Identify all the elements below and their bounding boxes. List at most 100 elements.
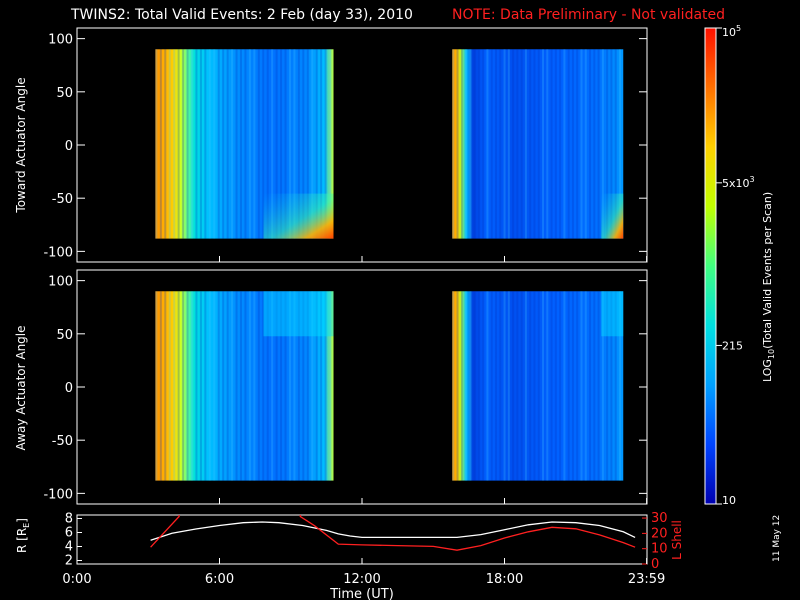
heatmap-streak [329,291,332,481]
heatmap-streak [164,291,167,481]
heatmap-streak [324,291,327,481]
heatmap-streak [320,291,323,481]
heatmap-streak [503,291,506,481]
heatmap-streak [584,291,587,481]
colorbar-ticks: 10 215 5x103 105 [716,24,755,507]
heatmap-streak [239,49,242,239]
heatmap-streak [469,291,472,481]
heatmap-streak [168,49,171,239]
colorbar-gradient [704,27,717,505]
x-tick-label: 0:00 [62,572,91,587]
heatmap-streak [589,49,592,239]
heatmap-streak [271,49,274,239]
lshell-series-line [150,515,636,551]
heatmap-streak [266,49,269,239]
heatmap-streak [280,291,283,481]
heatmap-streak [614,49,617,239]
heatmap-streak [195,291,198,481]
colorbar-tick-label: 105 [722,24,741,39]
heatmap-streak [311,291,314,481]
heatmap-streak [580,49,583,239]
heatmap-streak [191,291,193,481]
heatmap-streak [460,291,463,481]
heatmap-streak [315,291,318,481]
heatmap-streak [222,291,225,481]
heatmap-streak [452,291,455,481]
heatmap-streak [469,49,472,239]
heatmap-streak [512,291,515,481]
heatmap-streak [524,49,527,239]
heatmap-streak [495,291,497,481]
y-tick-label: 50 [56,328,73,343]
heatmap-streak [529,49,532,239]
heatmap-streak [208,291,211,481]
heatmap-streak [155,291,158,481]
heatmap-streak [456,49,459,239]
y-tick-label: 0 [65,139,73,154]
heatmap-streak [550,49,553,239]
heatmap-streak [297,291,300,481]
heatmap-streak [512,49,515,239]
heatmap-streak [584,49,587,239]
heatmap-streak [306,49,309,239]
heatmap-streak [173,49,176,239]
heatmap-streak [213,291,216,481]
orbit-x-ticks: 0:00 6:00 12:00 18:00 23:59 [62,256,665,587]
heatmap-streak [606,291,609,481]
heatmap-streak [248,49,251,239]
heatmap-streak [293,291,296,481]
heatmap-streak [465,49,468,239]
heatmap-streak [533,49,536,239]
title-main: TWINS2: Total Valid Events: 2 Feb (day 3… [71,7,413,23]
heatmap-streak [155,49,158,239]
x-tick-label: 6:00 [205,572,234,587]
heatmap-streak [524,291,527,481]
heatmap-streak [315,49,318,239]
colorbar-tick-label: 5x103 [722,175,755,190]
heatmap-streak [235,291,238,481]
heatmap-streak [177,291,180,481]
heatmap-streak [486,291,489,481]
heatmap-streak [550,291,553,481]
y-tick-label: -100 [43,487,73,502]
heatmap-streak [231,49,234,239]
heatmap-streak [297,49,300,239]
toward-y-axis-label: Toward Actuator Angle [14,77,28,213]
colorbar-tick-label: 215 [722,339,743,352]
heatmap-streak [226,291,229,481]
heatmap-streak [601,49,604,239]
title-note: NOTE: Data Preliminary - Not validated [452,7,726,23]
left-tick-label: 6 [65,526,73,541]
away-y-ticks: -100 -50 0 50 100 [43,275,647,502]
heatmap-streak [195,49,198,239]
heatmap-streak [537,291,540,481]
heatmap-streak [159,291,162,481]
heatmap-streak [567,49,570,239]
heatmap-streak [571,49,574,239]
orbit-right-label: L Shell [670,520,684,560]
heatmap-streak [580,291,583,481]
heatmap-streak [186,291,189,481]
heatmap-streak [482,291,485,481]
heatmap-streak [208,49,211,239]
heatmap-streak [226,49,229,239]
heatmap-streak [182,49,185,239]
heatmap-streak [186,49,189,239]
heatmap-streak [559,291,562,481]
heatmap-streak [571,291,574,481]
heatmap-streak [559,49,562,239]
heatmap-streak [288,291,291,481]
heatmap-streak [280,49,283,239]
heatmap-streak [253,291,256,481]
heatmap-streak [275,291,278,481]
heatmap-block [155,291,334,481]
heatmap-streak [302,49,305,239]
orbit-left-label: R [RE] [15,518,31,553]
left-tick-label: 4 [65,540,73,555]
heatmap-streak [601,291,604,481]
heatmap-streak [499,49,502,239]
left-tick-label: 2 [65,554,73,569]
heatmap-streak [597,291,600,481]
heatmap-glow [601,193,624,239]
heatmap-streak [597,49,600,239]
